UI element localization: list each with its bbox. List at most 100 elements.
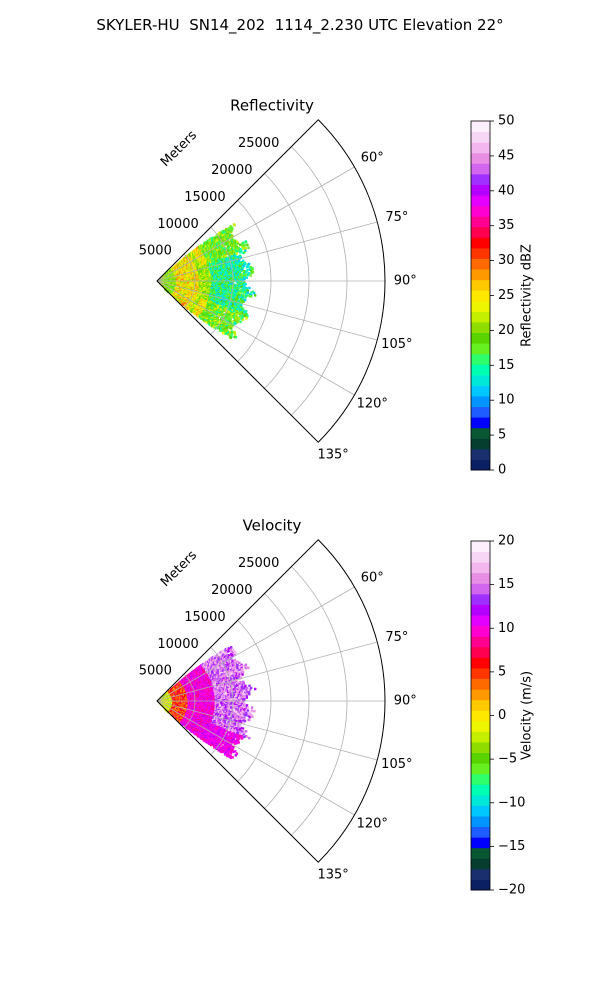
radar-gate <box>215 236 218 239</box>
radar-gate <box>219 244 222 247</box>
radar-gate <box>221 313 224 317</box>
azimuth-line <box>156 166 355 282</box>
radar-gate <box>230 230 233 233</box>
radar-gate <box>233 254 237 257</box>
radar-gate <box>224 306 227 310</box>
radar-gate <box>240 283 243 286</box>
radar-gate <box>226 239 230 242</box>
radar-gate <box>205 321 208 324</box>
colorbar-swatch <box>471 332 490 344</box>
radar-gate <box>239 256 243 259</box>
radar-gate <box>244 283 247 286</box>
radar-gate <box>181 723 185 726</box>
radar-gate <box>226 277 229 280</box>
radar-gate <box>230 235 233 239</box>
radar-gate <box>221 235 224 239</box>
radar-gate <box>239 307 242 311</box>
radar-gate <box>186 307 190 310</box>
radial-axis-label: Meters <box>158 128 200 170</box>
radar-gate <box>229 307 232 311</box>
radar-gate <box>246 243 249 247</box>
radar-gate <box>231 234 234 237</box>
radar-gate <box>246 273 250 277</box>
radar-gate <box>235 242 238 245</box>
colorbar-swatch <box>471 258 490 270</box>
radar-gate <box>222 247 225 250</box>
radar-gate <box>218 327 222 330</box>
colorbar-swatch <box>471 353 490 365</box>
radar-gate <box>216 288 220 292</box>
radar-gate <box>219 250 222 253</box>
angular-tick-label: 60° <box>361 150 384 165</box>
radar-gate <box>229 302 233 306</box>
radar-gate <box>241 318 245 321</box>
colorbar-tick-label: 5 <box>498 428 506 443</box>
radar-gate <box>249 274 252 277</box>
radar-gate <box>231 255 234 258</box>
radar-gate <box>209 304 213 307</box>
radar-gate <box>245 265 249 269</box>
radar-gate <box>235 306 238 310</box>
radar-gate <box>239 264 242 267</box>
radar-gate <box>230 277 233 280</box>
colorbar-swatch <box>471 247 490 259</box>
radar-gate <box>227 249 230 252</box>
radar-gate <box>245 313 248 316</box>
radar-gate <box>232 323 235 326</box>
radar-gate <box>221 248 224 252</box>
radar-gate <box>242 241 245 244</box>
radar-gate <box>233 274 237 277</box>
radar-gate <box>229 327 233 330</box>
radar-gate <box>221 306 225 309</box>
radar-gate <box>237 270 240 274</box>
radar-gate <box>220 241 223 244</box>
radar-gate <box>224 290 227 294</box>
radar-gate <box>243 277 246 281</box>
radar-gate <box>249 295 253 298</box>
radar-gate <box>234 322 237 325</box>
radar-gate <box>243 283 246 287</box>
radar-gate <box>210 252 213 255</box>
radar-gate <box>251 271 255 274</box>
radar-gate <box>246 294 249 297</box>
radar-gate <box>232 303 235 306</box>
radial-tick-label: 5000 <box>139 244 172 259</box>
radar-gate <box>230 324 233 327</box>
radar-gate <box>235 247 238 251</box>
colorbar-swatch <box>471 406 490 418</box>
radar-gate <box>222 259 226 262</box>
radar-gate <box>232 301 236 304</box>
radar-gate <box>223 326 227 330</box>
radar-gate <box>239 269 243 272</box>
radar-gate <box>233 331 236 334</box>
radar-gate <box>223 241 226 244</box>
colorbar-swatch <box>471 343 490 355</box>
radar-gate <box>228 271 231 274</box>
colorbar-swatch <box>471 142 490 154</box>
radar-gate <box>220 251 223 255</box>
radar-gate <box>232 238 235 241</box>
radar-gate <box>219 254 223 257</box>
radar-gate <box>225 282 228 285</box>
radar-gate <box>246 289 250 292</box>
radar-gate <box>240 301 244 304</box>
radar-gate <box>209 241 212 244</box>
colorbar-swatch <box>471 459 490 471</box>
radar-gate <box>237 291 240 294</box>
radar-gate <box>229 280 232 284</box>
radar-gate <box>233 335 236 339</box>
angular-tick-label: 120° <box>357 397 388 412</box>
angular-tick-label: 105° <box>381 337 412 352</box>
colorbar-tick-label: 50 <box>498 114 515 129</box>
radar-gate <box>223 332 226 335</box>
radar-gate <box>243 314 246 318</box>
radar-gate <box>250 291 253 294</box>
radar-gate <box>229 336 232 339</box>
radar-gate <box>240 290 243 294</box>
radar-gate <box>218 241 221 244</box>
radar-gate <box>240 286 243 289</box>
radar-gate <box>242 261 245 264</box>
radar-gate <box>237 275 241 279</box>
radar-gate <box>238 312 241 316</box>
